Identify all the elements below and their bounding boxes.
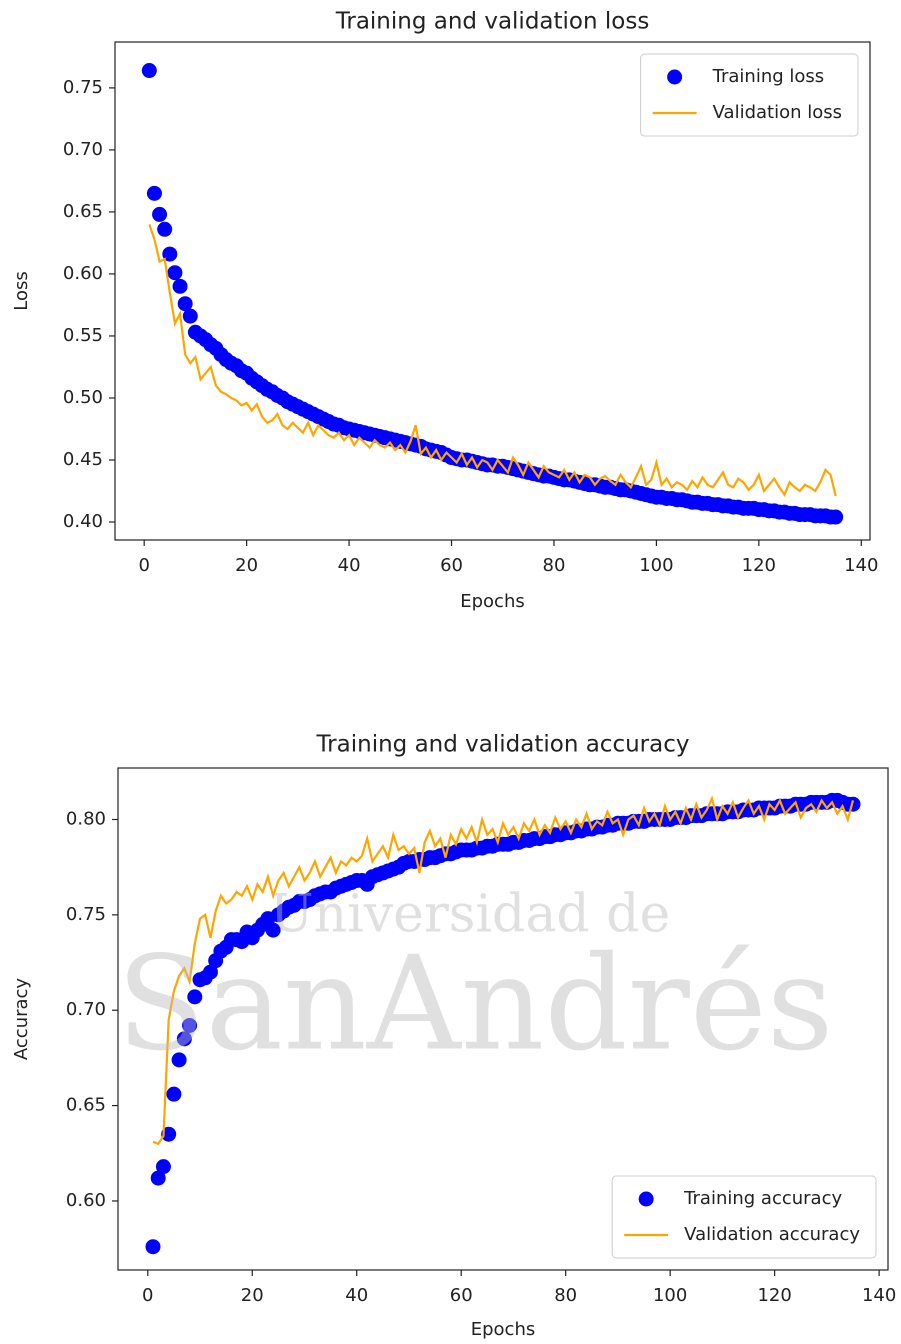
legend-label: Validation accuracy <box>684 1224 860 1245</box>
y-axis-label: Loss <box>11 271 32 310</box>
training-point <box>177 296 193 312</box>
training-point <box>828 509 844 525</box>
y-tick-label: 0.80 <box>66 808 106 829</box>
training-point <box>176 1031 192 1047</box>
y-tick-label: 0.60 <box>63 263 103 284</box>
x-tick-label: 20 <box>241 1285 264 1306</box>
plot-frame <box>114 41 871 541</box>
y-tick-label: 0.50 <box>63 387 103 408</box>
legend-label: Training loss <box>712 66 825 87</box>
legend-marker <box>667 69 683 85</box>
x-tick-label: 100 <box>639 555 673 576</box>
y-tick-label: 0.65 <box>66 1095 106 1116</box>
y-tick-label: 0.55 <box>63 325 103 346</box>
watermark: Universidad de <box>270 885 670 945</box>
training-point <box>150 1170 166 1186</box>
training-point <box>162 246 178 262</box>
training-point <box>172 278 188 294</box>
training-point <box>141 63 157 79</box>
y-axis-label: Accuracy <box>11 978 32 1061</box>
y-tick-label: 0.45 <box>63 449 103 470</box>
training-point <box>171 1052 187 1068</box>
y-tick-label: 0.65 <box>63 201 103 222</box>
x-tick-label: 60 <box>450 1285 473 1306</box>
watermark: SanAndrés <box>117 928 834 1080</box>
legend-frame <box>640 53 859 137</box>
legend-label: Training accuracy <box>683 1188 842 1209</box>
x-tick-label: 140 <box>844 555 878 576</box>
y-tick-label: 0.60 <box>66 1190 106 1211</box>
x-tick-label: 20 <box>235 555 258 576</box>
training-point <box>187 989 203 1005</box>
x-tick-label: 60 <box>440 555 463 576</box>
x-tick-label: 40 <box>345 1285 368 1306</box>
y-tick-label: 0.70 <box>63 139 103 160</box>
y-tick-label: 0.70 <box>66 999 106 1020</box>
validation-line <box>148 223 837 498</box>
x-tick-label: 0 <box>142 1285 153 1306</box>
x-tick-label: 0 <box>138 555 149 576</box>
legend: Training accuracy Validation accuracy <box>624 1188 860 1245</box>
legend-frame <box>611 1175 877 1259</box>
training-point <box>265 922 281 938</box>
x-tick-label: 120 <box>757 1285 791 1306</box>
x-tick-label: 140 <box>862 1285 896 1306</box>
chart-title: Training and validation loss <box>335 9 650 35</box>
training-point <box>182 1017 198 1033</box>
training-point <box>157 221 173 237</box>
training-point <box>152 206 168 222</box>
y-tick-label: 0.75 <box>66 904 106 925</box>
training-point <box>155 1159 171 1175</box>
x-tick-label: 120 <box>742 555 776 576</box>
training-point <box>146 185 162 201</box>
x-tick-label: 80 <box>543 555 566 576</box>
training-point <box>145 1239 161 1255</box>
x-tick-label: 80 <box>554 1285 577 1306</box>
training-point <box>167 265 183 281</box>
x-tick-label: 40 <box>338 555 361 576</box>
legend: Training loss Validation loss <box>652 66 842 123</box>
chart-title: Training and validation accuracy <box>316 732 690 758</box>
y-tick-label: 0.40 <box>63 511 103 532</box>
x-axis-label: Epochs <box>471 1319 536 1340</box>
x-tick-label: 100 <box>653 1285 687 1306</box>
y-tick-label: 0.75 <box>63 77 103 98</box>
legend-marker <box>638 1191 654 1207</box>
training-point <box>166 1086 182 1102</box>
validation-line <box>152 795 855 1146</box>
x-axis-label: Epochs <box>460 591 525 612</box>
training-point <box>202 964 218 980</box>
training-point <box>182 308 198 324</box>
training-point <box>161 1126 177 1142</box>
plot-frame <box>117 767 889 1271</box>
legend-label: Validation loss <box>713 102 842 123</box>
